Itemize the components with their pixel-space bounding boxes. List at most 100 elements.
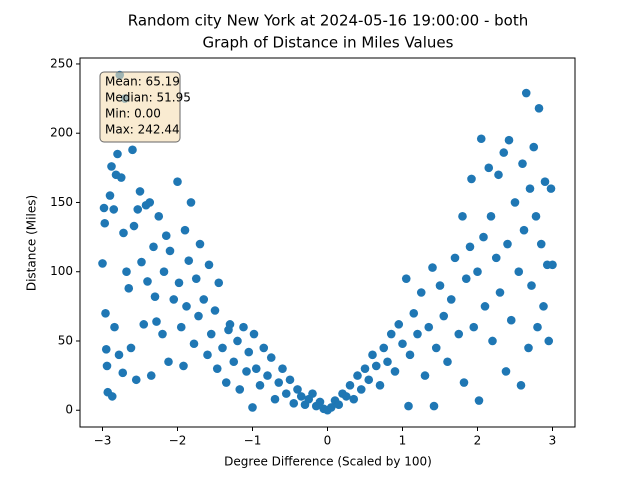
point (174, 278, 184, 288)
point (281, 389, 291, 398)
point (524, 343, 533, 353)
point (152, 317, 161, 326)
point (539, 302, 548, 311)
point (239, 322, 248, 332)
annotation-box (99, 71, 181, 143)
point (518, 159, 527, 168)
point (504, 135, 514, 145)
point (229, 357, 239, 367)
point (371, 361, 381, 371)
point (386, 329, 396, 339)
x-tick-label: −3 (94, 434, 112, 448)
point (459, 378, 469, 387)
point (107, 162, 116, 171)
point (429, 401, 439, 411)
point (242, 367, 251, 376)
point (164, 357, 173, 367)
y-axis-label: Distance (Miles) (25, 195, 39, 291)
y-tick-label: 200 (50, 126, 73, 140)
point (285, 375, 295, 385)
point (107, 392, 117, 401)
point (133, 205, 143, 214)
point (390, 367, 400, 376)
point (101, 344, 111, 354)
annotation-line: Median: 51.95 (105, 91, 191, 105)
point (519, 225, 529, 235)
chart-title: Random city New York at 2024-05-16 19:00… (128, 12, 528, 30)
point (375, 381, 385, 390)
point (349, 394, 359, 404)
point (450, 253, 460, 263)
point (182, 302, 191, 311)
point (315, 397, 325, 407)
point (435, 281, 445, 290)
point (334, 400, 344, 409)
point (98, 259, 107, 268)
point (353, 371, 362, 380)
point (398, 339, 407, 349)
point (293, 385, 302, 394)
point (439, 311, 449, 321)
point (467, 174, 476, 184)
point (119, 228, 128, 238)
x-tick-label: −1 (244, 434, 262, 448)
point (99, 203, 109, 213)
point (150, 292, 160, 301)
point (204, 260, 214, 270)
point (189, 339, 199, 349)
point (474, 396, 484, 405)
point (173, 177, 182, 186)
point (139, 320, 149, 329)
point (536, 239, 546, 249)
point (506, 315, 516, 325)
point (540, 177, 550, 186)
point (145, 198, 155, 207)
point (274, 378, 284, 387)
y-tick-label: 150 (50, 195, 73, 209)
y-tick-label: 100 (50, 264, 73, 278)
annotation-line: Max: 242.44 (105, 123, 180, 137)
point (499, 148, 509, 157)
point (131, 375, 141, 385)
point (544, 336, 554, 346)
point (516, 381, 526, 390)
axes-frame (79, 57, 576, 428)
point (116, 173, 126, 182)
point (465, 242, 475, 252)
point (501, 367, 511, 376)
point (473, 267, 482, 277)
point (495, 288, 505, 297)
x-axis-label: Degree Difference (Scaled by 100) (224, 455, 432, 469)
point (480, 302, 490, 311)
point (199, 295, 209, 304)
point (146, 371, 156, 380)
point (101, 308, 110, 318)
point (129, 221, 139, 231)
point (218, 343, 227, 353)
point (364, 375, 374, 385)
point (431, 343, 441, 353)
point (510, 198, 520, 207)
point (180, 225, 190, 235)
x-tick-label: 3 (549, 434, 557, 448)
point (259, 343, 269, 353)
point (521, 88, 531, 98)
point (102, 361, 112, 371)
point (368, 350, 377, 360)
point (126, 343, 136, 353)
point (270, 394, 280, 404)
point (110, 322, 119, 332)
point (221, 378, 231, 387)
x-tick-label: 2 (474, 434, 482, 448)
point (143, 277, 152, 286)
point (405, 350, 415, 360)
point (476, 134, 486, 144)
point (529, 142, 539, 152)
point (159, 267, 169, 277)
point (533, 322, 542, 332)
point (233, 336, 242, 346)
point (308, 389, 317, 398)
point (479, 232, 488, 242)
point (184, 256, 194, 265)
point (249, 329, 259, 339)
